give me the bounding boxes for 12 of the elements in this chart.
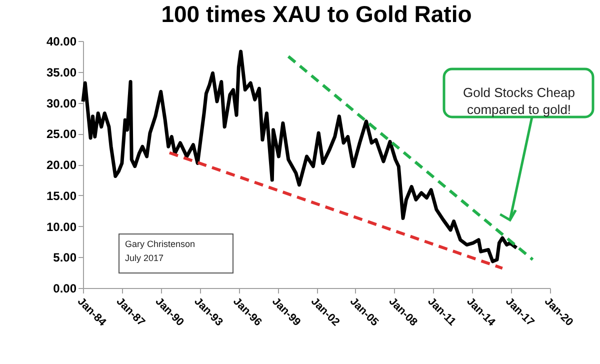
y-tick-label: 20.00 [46, 158, 77, 172]
y-tick-label: 0.00 [53, 282, 77, 296]
y-tick-label: 30.00 [46, 96, 77, 110]
chart-title: 100 times XAU to Gold Ratio [161, 1, 472, 27]
y-tick-label: 10.00 [46, 220, 77, 234]
annotation: Gary Christenson July 2017 [125, 239, 196, 263]
annotation: Gold Stocks Cheap compared to gold! [462, 85, 576, 117]
y-tick-label: 40.00 [46, 34, 77, 48]
y-tick-label: 15.00 [46, 188, 77, 203]
y-tick-label: 35.00 [46, 65, 77, 80]
y-tick-label: 25.00 [46, 127, 77, 142]
y-tick-label: 5.00 [53, 250, 77, 265]
